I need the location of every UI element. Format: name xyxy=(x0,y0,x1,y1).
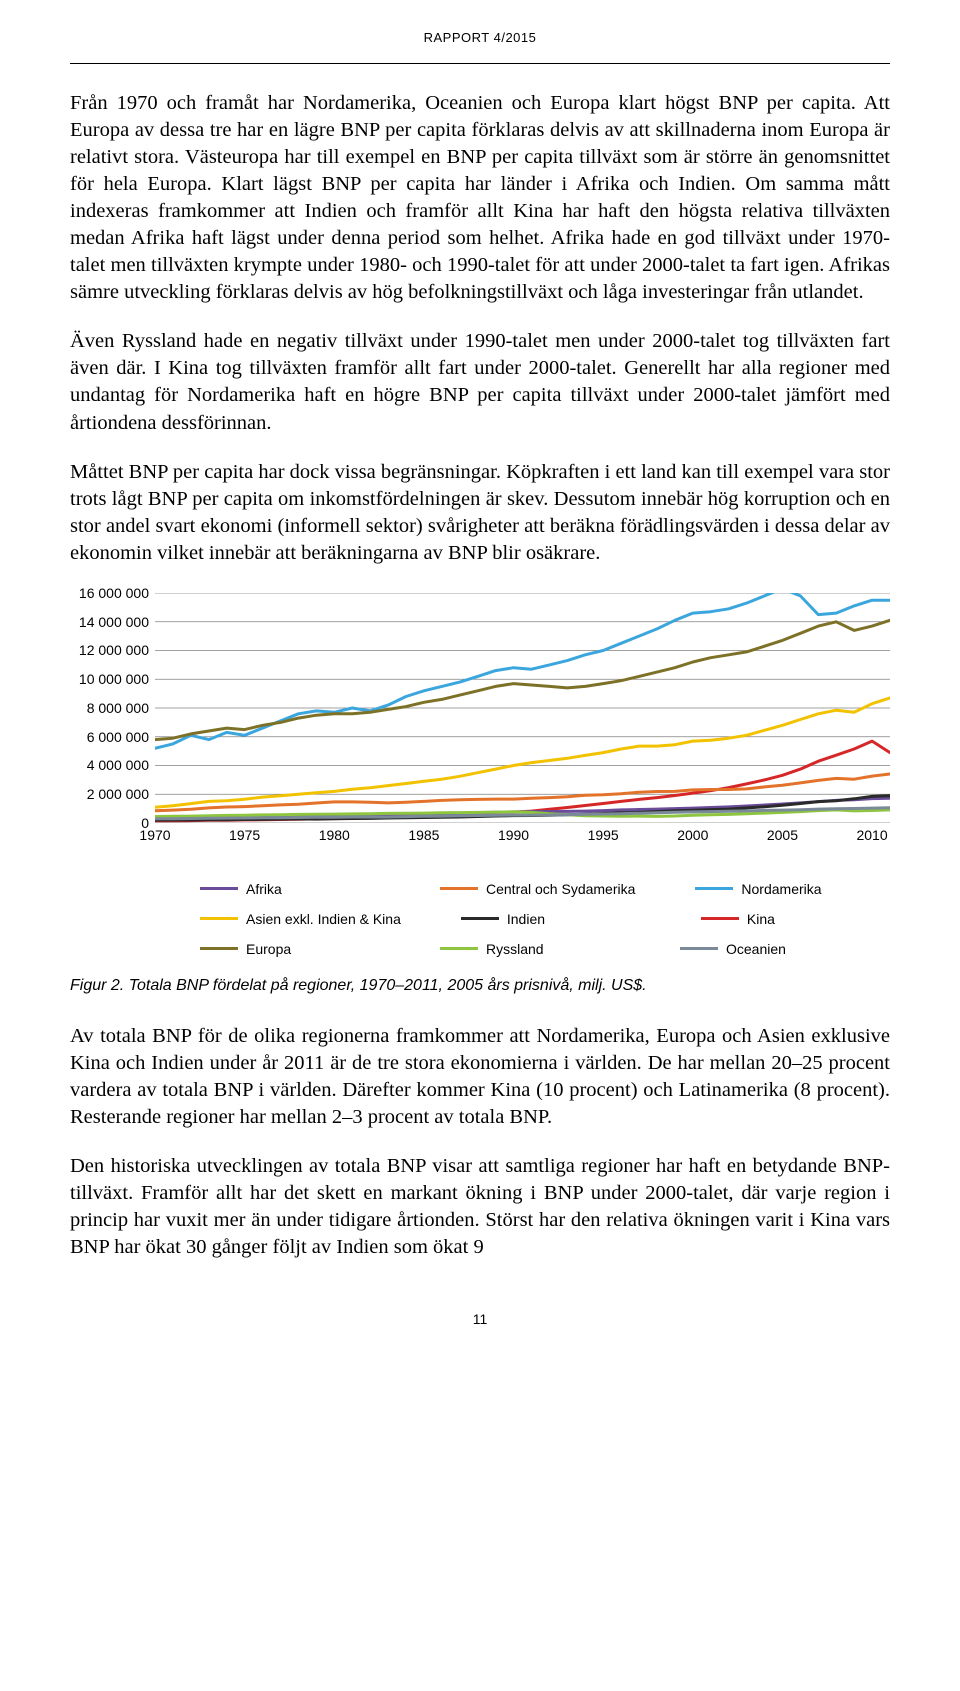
y-tick-label: 8 000 000 xyxy=(87,700,149,716)
y-tick-label: 16 000 000 xyxy=(79,585,149,601)
header-rule xyxy=(70,63,890,64)
x-tick-label: 2000 xyxy=(677,827,708,843)
y-tick-label: 14 000 000 xyxy=(79,614,149,630)
paragraph-2: Även Ryssland hade en negativ tillväxt u… xyxy=(70,328,890,436)
line-chart-svg xyxy=(155,593,890,823)
legend-label: Kina xyxy=(747,911,775,927)
paragraph-4: Av totala BNP för de olika regionerna fr… xyxy=(70,1023,890,1131)
legend-label: Ryssland xyxy=(486,941,544,957)
legend-item: Afrika xyxy=(200,881,380,897)
legend-item: Indien xyxy=(461,911,641,927)
y-tick-label: 10 000 000 xyxy=(79,671,149,687)
paragraph-5: Den historiska utvecklingen av totala BN… xyxy=(70,1153,890,1261)
legend-label: Asien exkl. Indien & Kina xyxy=(246,911,401,927)
legend-label: Central och Sydamerika xyxy=(486,881,635,897)
legend-label: Oceanien xyxy=(726,941,786,957)
legend-swatch xyxy=(680,947,718,950)
legend-swatch xyxy=(440,887,478,890)
legend-item: Europa xyxy=(200,941,380,957)
legend-swatch xyxy=(695,887,733,890)
legend-row: Europa Ryssland Oceanien xyxy=(200,941,890,957)
paragraph-3: Måttet BNP per capita har dock vissa beg… xyxy=(70,459,890,567)
legend-item: Nordamerika xyxy=(695,881,875,897)
x-tick-label: 1995 xyxy=(588,827,619,843)
legend-label: Indien xyxy=(507,911,545,927)
x-tick-label: 1970 xyxy=(139,827,170,843)
page-number: 11 xyxy=(70,1311,890,1327)
legend-swatch xyxy=(701,917,739,920)
y-tick-label: 4 000 000 xyxy=(87,757,149,773)
legend-label: Afrika xyxy=(246,881,282,897)
chart-legend: AfrikaCentral och SydamerikaNordamerikaA… xyxy=(200,881,890,957)
legend-item: Ryssland xyxy=(440,941,620,957)
y-tick-label: 6 000 000 xyxy=(87,729,149,745)
x-tick-label: 2010 xyxy=(856,827,887,843)
legend-swatch xyxy=(200,887,238,890)
x-tick-label: 1990 xyxy=(498,827,529,843)
x-tick-label: 1980 xyxy=(319,827,350,843)
legend-swatch xyxy=(440,947,478,950)
y-tick-label: 12 000 000 xyxy=(79,642,149,658)
figure-caption: Figur 2. Totala BNP fördelat på regioner… xyxy=(70,977,890,995)
x-tick-label: 2005 xyxy=(767,827,798,843)
legend-swatch xyxy=(200,947,238,950)
legend-label: Europa xyxy=(246,941,291,957)
legend-swatch xyxy=(461,917,499,920)
y-axis-labels: 16 000 00014 000 00012 000 00010 000 000… xyxy=(70,593,155,823)
x-tick-label: 1985 xyxy=(408,827,439,843)
legend-row: Asien exkl. Indien & Kina Indien Kina xyxy=(200,911,890,927)
legend-item: Asien exkl. Indien & Kina xyxy=(200,911,401,927)
report-header: RAPPORT 4/2015 xyxy=(70,30,890,45)
legend-row: Afrika Central och Sydamerika Nordamerika xyxy=(200,881,890,897)
legend-item: Kina xyxy=(701,911,881,927)
legend-item: Central och Sydamerika xyxy=(440,881,635,897)
chart-area: 16 000 00014 000 00012 000 00010 000 000… xyxy=(70,593,890,863)
x-tick-label: 1975 xyxy=(229,827,260,843)
y-tick-label: 2 000 000 xyxy=(87,786,149,802)
legend-label: Nordamerika xyxy=(741,881,821,897)
legend-item: Oceanien xyxy=(680,941,860,957)
legend-swatch xyxy=(200,917,238,920)
chart-container: 16 000 00014 000 00012 000 00010 000 000… xyxy=(70,593,890,957)
paragraph-1: Från 1970 och framåt har Nordamerika, Oc… xyxy=(70,90,890,306)
